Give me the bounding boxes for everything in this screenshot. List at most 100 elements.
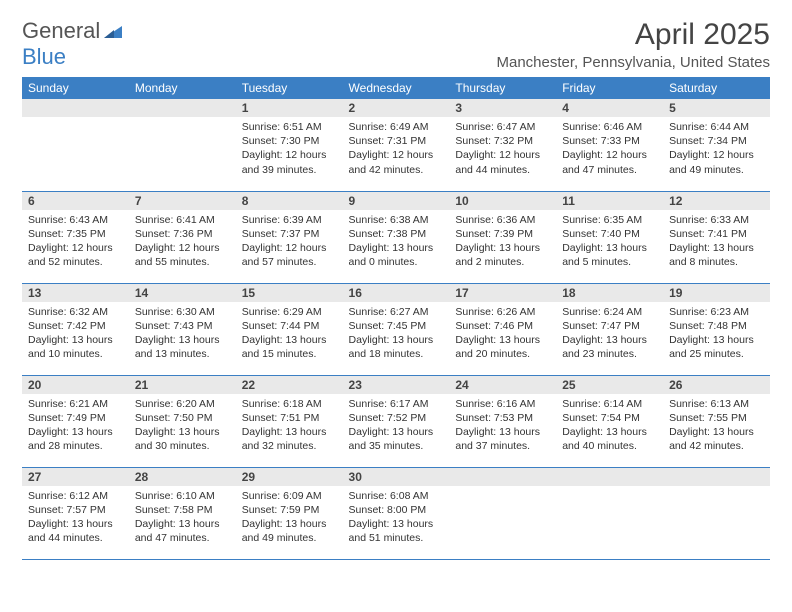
day-sunset: Sunset: 7:52 PM xyxy=(349,411,444,425)
day-cell: 28Sunrise: 6:10 AMSunset: 7:58 PMDayligh… xyxy=(129,467,236,559)
day-sunset: Sunset: 7:39 PM xyxy=(455,227,550,241)
day-daylight2: and 49 minutes. xyxy=(669,163,764,177)
day-daylight1: Daylight: 13 hours xyxy=(242,333,337,347)
day-number: 1 xyxy=(236,99,343,117)
day-body: Sunrise: 6:18 AMSunset: 7:51 PMDaylight:… xyxy=(236,394,343,458)
day-number: 29 xyxy=(236,468,343,486)
title-block: April 2025 Manchester, Pennsylvania, Uni… xyxy=(497,18,771,71)
day-cell: 21Sunrise: 6:20 AMSunset: 7:50 PMDayligh… xyxy=(129,375,236,467)
day-number: 26 xyxy=(663,376,770,394)
day-number: 6 xyxy=(22,192,129,210)
day-body: Sunrise: 6:21 AMSunset: 7:49 PMDaylight:… xyxy=(22,394,129,458)
day-number: 16 xyxy=(343,284,450,302)
day-cell: 29Sunrise: 6:09 AMSunset: 7:59 PMDayligh… xyxy=(236,467,343,559)
day-daylight2: and 39 minutes. xyxy=(242,163,337,177)
day-body-empty xyxy=(129,117,236,177)
day-number: 7 xyxy=(129,192,236,210)
day-body: Sunrise: 6:32 AMSunset: 7:42 PMDaylight:… xyxy=(22,302,129,366)
day-number: 9 xyxy=(343,192,450,210)
day-sunrise: Sunrise: 6:51 AM xyxy=(242,120,337,134)
day-body: Sunrise: 6:12 AMSunset: 7:57 PMDaylight:… xyxy=(22,486,129,550)
day-cell: 12Sunrise: 6:33 AMSunset: 7:41 PMDayligh… xyxy=(663,191,770,283)
day-number-empty xyxy=(663,468,770,486)
day-number: 30 xyxy=(343,468,450,486)
day-sunrise: Sunrise: 6:41 AM xyxy=(135,213,230,227)
day-body: Sunrise: 6:46 AMSunset: 7:33 PMDaylight:… xyxy=(556,117,663,181)
day-cell: 18Sunrise: 6:24 AMSunset: 7:47 PMDayligh… xyxy=(556,283,663,375)
day-sunrise: Sunrise: 6:18 AM xyxy=(242,397,337,411)
dayname-wednesday: Wednesday xyxy=(343,77,450,99)
day-daylight1: Daylight: 13 hours xyxy=(28,425,123,439)
day-body: Sunrise: 6:41 AMSunset: 7:36 PMDaylight:… xyxy=(129,210,236,274)
day-sunrise: Sunrise: 6:09 AM xyxy=(242,489,337,503)
day-cell: 22Sunrise: 6:18 AMSunset: 7:51 PMDayligh… xyxy=(236,375,343,467)
day-daylight1: Daylight: 12 hours xyxy=(349,148,444,162)
day-sunrise: Sunrise: 6:10 AM xyxy=(135,489,230,503)
day-cell: 8Sunrise: 6:39 AMSunset: 7:37 PMDaylight… xyxy=(236,191,343,283)
day-sunrise: Sunrise: 6:17 AM xyxy=(349,397,444,411)
day-daylight1: Daylight: 13 hours xyxy=(242,425,337,439)
day-body: Sunrise: 6:39 AMSunset: 7:37 PMDaylight:… xyxy=(236,210,343,274)
day-sunset: Sunset: 7:54 PM xyxy=(562,411,657,425)
dayname-friday: Friday xyxy=(556,77,663,99)
day-daylight1: Daylight: 12 hours xyxy=(242,241,337,255)
day-daylight2: and 44 minutes. xyxy=(455,163,550,177)
day-sunrise: Sunrise: 6:23 AM xyxy=(669,305,764,319)
dayname-tuesday: Tuesday xyxy=(236,77,343,99)
day-body: Sunrise: 6:33 AMSunset: 7:41 PMDaylight:… xyxy=(663,210,770,274)
day-number: 13 xyxy=(22,284,129,302)
day-sunrise: Sunrise: 6:20 AM xyxy=(135,397,230,411)
logo-text-general: General xyxy=(22,18,100,44)
day-daylight1: Daylight: 13 hours xyxy=(455,425,550,439)
day-body: Sunrise: 6:43 AMSunset: 7:35 PMDaylight:… xyxy=(22,210,129,274)
day-daylight2: and 28 minutes. xyxy=(28,439,123,453)
day-number-empty xyxy=(449,468,556,486)
day-number: 27 xyxy=(22,468,129,486)
day-cell: 17Sunrise: 6:26 AMSunset: 7:46 PMDayligh… xyxy=(449,283,556,375)
day-sunset: Sunset: 7:50 PM xyxy=(135,411,230,425)
day-body-empty xyxy=(449,486,556,546)
day-number: 17 xyxy=(449,284,556,302)
day-body: Sunrise: 6:29 AMSunset: 7:44 PMDaylight:… xyxy=(236,302,343,366)
day-sunrise: Sunrise: 6:47 AM xyxy=(455,120,550,134)
day-number-empty xyxy=(22,99,129,117)
day-daylight1: Daylight: 13 hours xyxy=(669,425,764,439)
day-daylight2: and 8 minutes. xyxy=(669,255,764,269)
day-daylight2: and 35 minutes. xyxy=(349,439,444,453)
day-number: 20 xyxy=(22,376,129,394)
week-row: 27Sunrise: 6:12 AMSunset: 7:57 PMDayligh… xyxy=(22,467,770,559)
day-sunrise: Sunrise: 6:13 AM xyxy=(669,397,764,411)
day-daylight2: and 40 minutes. xyxy=(562,439,657,453)
day-body: Sunrise: 6:47 AMSunset: 7:32 PMDaylight:… xyxy=(449,117,556,181)
day-daylight1: Daylight: 13 hours xyxy=(135,517,230,531)
day-sunrise: Sunrise: 6:39 AM xyxy=(242,213,337,227)
day-daylight2: and 32 minutes. xyxy=(242,439,337,453)
day-number: 23 xyxy=(343,376,450,394)
day-sunrise: Sunrise: 6:36 AM xyxy=(455,213,550,227)
day-number: 18 xyxy=(556,284,663,302)
day-sunset: Sunset: 7:36 PM xyxy=(135,227,230,241)
day-cell: 15Sunrise: 6:29 AMSunset: 7:44 PMDayligh… xyxy=(236,283,343,375)
day-daylight2: and 47 minutes. xyxy=(562,163,657,177)
day-daylight1: Daylight: 13 hours xyxy=(28,517,123,531)
day-cell xyxy=(556,467,663,559)
day-cell xyxy=(22,99,129,191)
day-sunset: Sunset: 7:30 PM xyxy=(242,134,337,148)
day-daylight1: Daylight: 13 hours xyxy=(562,333,657,347)
day-number: 8 xyxy=(236,192,343,210)
day-number: 10 xyxy=(449,192,556,210)
day-sunrise: Sunrise: 6:38 AM xyxy=(349,213,444,227)
day-cell: 24Sunrise: 6:16 AMSunset: 7:53 PMDayligh… xyxy=(449,375,556,467)
day-number: 11 xyxy=(556,192,663,210)
day-daylight1: Daylight: 13 hours xyxy=(455,241,550,255)
week-row: 1 Sunrise: 6:51 AMSunset: 7:30 PM Daylight… xyxy=(22,99,770,191)
day-number: 3 xyxy=(449,99,556,117)
day-sunrise: Sunrise: 6:21 AM xyxy=(28,397,123,411)
day-cell: 26Sunrise: 6:13 AMSunset: 7:55 PMDayligh… xyxy=(663,375,770,467)
month-title: April 2025 xyxy=(497,18,771,52)
day-daylight2: and 5 minutes. xyxy=(562,255,657,269)
week-row: 6Sunrise: 6:43 AMSunset: 7:35 PMDaylight… xyxy=(22,191,770,283)
day-daylight1: Daylight: 13 hours xyxy=(455,333,550,347)
day-sunset: Sunset: 7:33 PM xyxy=(562,134,657,148)
day-cell: 27Sunrise: 6:12 AMSunset: 7:57 PMDayligh… xyxy=(22,467,129,559)
